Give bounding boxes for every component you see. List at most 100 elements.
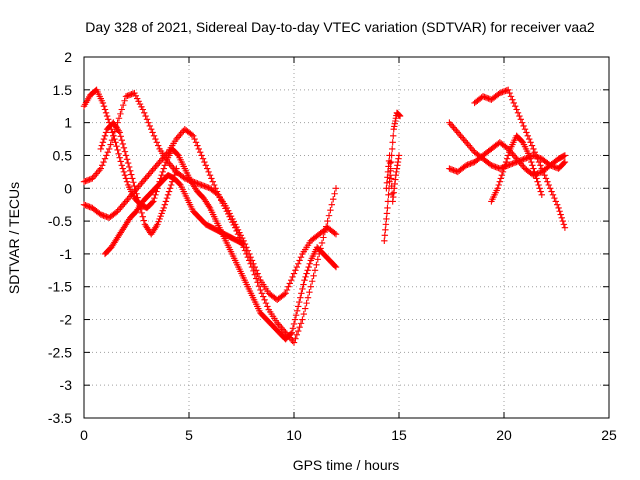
data-point xyxy=(537,162,544,169)
data-point xyxy=(505,86,512,94)
data-point xyxy=(232,224,239,231)
data-point xyxy=(494,185,501,192)
data-point xyxy=(386,152,393,159)
data-point xyxy=(230,221,237,229)
data-point xyxy=(514,109,522,116)
data-point xyxy=(115,115,123,122)
data-point xyxy=(387,175,395,182)
data-point xyxy=(169,178,176,185)
data-point xyxy=(304,294,312,301)
data-point xyxy=(154,221,161,228)
data-point xyxy=(251,271,258,278)
data-point xyxy=(561,224,569,231)
data-point xyxy=(254,279,261,286)
data-point xyxy=(119,165,127,172)
data-point xyxy=(152,135,159,143)
data-point xyxy=(157,212,164,220)
data-point xyxy=(540,168,547,176)
data-point xyxy=(298,290,305,297)
data-point xyxy=(293,331,300,339)
data-point xyxy=(142,112,149,120)
data-point xyxy=(496,178,503,185)
data-point xyxy=(262,299,270,307)
data-point xyxy=(243,250,250,258)
data-point xyxy=(165,188,173,195)
data-point xyxy=(502,158,510,166)
data-point xyxy=(211,181,218,189)
data-point xyxy=(560,159,568,167)
x-tick-label: 0 xyxy=(80,427,88,443)
data-point xyxy=(246,257,253,264)
data-point xyxy=(497,175,505,182)
data-point xyxy=(206,171,214,179)
y-tick-label: -3.5 xyxy=(48,410,72,426)
data-point xyxy=(215,191,222,199)
data-point xyxy=(171,171,178,179)
data-point xyxy=(218,197,225,204)
data-point xyxy=(510,152,517,159)
data-point xyxy=(385,191,392,199)
data-point xyxy=(384,204,391,212)
data-point xyxy=(255,282,263,290)
data-point xyxy=(140,217,148,224)
data-point xyxy=(449,122,456,130)
data-point xyxy=(150,132,158,139)
data-point xyxy=(300,281,307,288)
data-point xyxy=(537,188,544,195)
data-point xyxy=(213,188,221,195)
data-point xyxy=(458,134,466,141)
data-point xyxy=(549,191,557,199)
data-point xyxy=(292,335,299,342)
data-point xyxy=(225,210,232,218)
data-point xyxy=(465,142,473,149)
x-tick-label: 5 xyxy=(185,427,193,443)
data-point xyxy=(195,145,202,153)
data-point xyxy=(510,99,517,107)
data-point xyxy=(156,215,163,223)
data-point xyxy=(216,194,223,201)
data-point xyxy=(331,229,338,237)
data-point xyxy=(134,194,141,201)
axis-ticks: 0 5 10 15 20 25 2 1.5 1 0.5 0 -0.5 -1 -1.5 -2 -2.5 -3 -3.… xyxy=(48,49,617,443)
data-point xyxy=(500,165,508,172)
x-tick-label: 15 xyxy=(391,427,407,443)
data-point xyxy=(290,339,298,346)
data-point xyxy=(305,263,312,271)
data-point xyxy=(192,139,200,146)
data-point xyxy=(538,191,545,199)
data-point xyxy=(104,116,112,123)
data-point xyxy=(264,303,271,310)
data-point xyxy=(301,276,308,284)
data-point xyxy=(132,186,139,194)
data-point xyxy=(286,280,293,287)
data-point xyxy=(124,196,131,203)
data-point xyxy=(160,204,167,212)
data-point xyxy=(503,155,511,162)
data-point xyxy=(461,137,468,144)
data-point xyxy=(288,276,295,284)
data-point xyxy=(167,162,174,169)
data-point xyxy=(381,237,388,244)
data-point xyxy=(385,163,392,170)
data-point xyxy=(124,159,132,167)
data-point xyxy=(467,144,474,151)
data-point xyxy=(137,205,144,213)
data-point xyxy=(559,217,566,225)
data-point xyxy=(97,165,104,172)
data-point xyxy=(149,199,156,206)
data-point xyxy=(297,253,305,261)
data-point xyxy=(292,311,300,319)
data-point xyxy=(464,140,471,148)
data-point xyxy=(244,253,251,261)
data-point xyxy=(524,132,531,139)
data-point xyxy=(134,95,141,102)
data-point xyxy=(159,155,166,162)
data-point xyxy=(167,181,175,189)
data-point xyxy=(528,142,536,149)
data-point xyxy=(283,286,291,294)
data-point xyxy=(116,154,123,161)
data-point xyxy=(106,145,113,153)
data-point xyxy=(97,145,104,153)
data-point xyxy=(150,198,157,205)
